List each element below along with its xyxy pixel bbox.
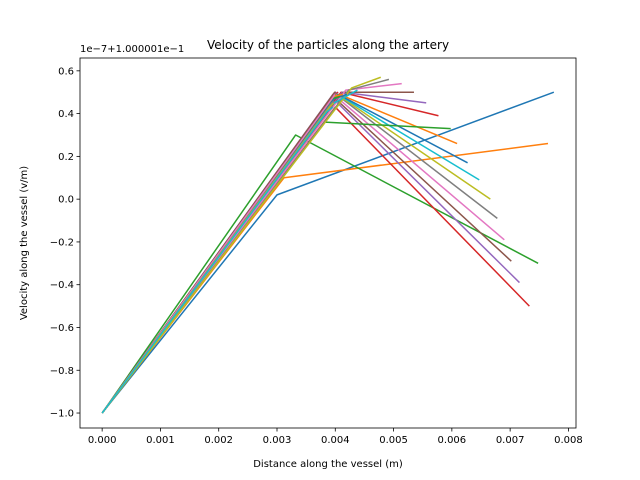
x-tick-label: 0.001 bbox=[146, 435, 175, 446]
y-tick-label: −0.4 bbox=[50, 280, 74, 291]
series-line-12 bbox=[101, 93, 458, 414]
y-tick-label: −1.0 bbox=[50, 409, 74, 420]
y-tick-label: 0.2 bbox=[58, 152, 74, 163]
series-line-30 bbox=[101, 106, 334, 414]
y-tick-label: 0.4 bbox=[58, 109, 74, 120]
y-tick-label: −0.2 bbox=[50, 237, 74, 248]
x-tick-label: 0.008 bbox=[554, 435, 583, 446]
x-tick-label: 0.002 bbox=[204, 435, 233, 446]
series-line-18 bbox=[101, 78, 390, 414]
y-axis-label: Velocity along the vessel (v/m) bbox=[19, 166, 30, 320]
chart-title: Velocity of the particles along the arte… bbox=[207, 38, 449, 52]
series-layer bbox=[101, 76, 555, 414]
y-axis-offset-text: 1e−7+1.000001e−1 bbox=[80, 44, 184, 55]
series-line-1 bbox=[101, 91, 555, 414]
x-axis-ticks: 0.000 0.001 0.002 0.003 0.004 0.005 0.006 0.007… bbox=[88, 428, 583, 446]
series-line-13 bbox=[101, 121, 451, 414]
series-line-19 bbox=[101, 76, 382, 414]
series-line-5 bbox=[101, 100, 520, 414]
series-line-2 bbox=[101, 142, 549, 414]
series-line-17 bbox=[101, 82, 402, 414]
y-tick-label: −0.8 bbox=[50, 366, 74, 377]
x-axis-label: Distance along the vessel (m) bbox=[253, 459, 403, 470]
x-tick-label: 0.003 bbox=[263, 435, 292, 446]
x-tick-label: 0.007 bbox=[496, 435, 525, 446]
series-line-27 bbox=[101, 94, 336, 414]
y-axis-ticks: −1.0 −0.8 −0.6 −0.4 −0.2 0.0 0.2 0.4 0.6 bbox=[50, 66, 80, 420]
y-tick-label: −0.6 bbox=[50, 323, 74, 334]
series-line-4 bbox=[101, 106, 530, 414]
x-tick-label: 0.000 bbox=[88, 435, 117, 446]
x-tick-label: 0.006 bbox=[438, 435, 467, 446]
series-line-9 bbox=[101, 93, 491, 414]
y-tick-label: 0.6 bbox=[58, 66, 74, 77]
x-tick-label: 0.004 bbox=[321, 435, 350, 446]
plot-frame bbox=[79, 57, 577, 429]
series-line-11 bbox=[101, 93, 468, 414]
y-tick-label: 0.0 bbox=[58, 195, 74, 206]
series-line-15 bbox=[101, 91, 427, 414]
x-tick-label: 0.005 bbox=[379, 435, 408, 446]
